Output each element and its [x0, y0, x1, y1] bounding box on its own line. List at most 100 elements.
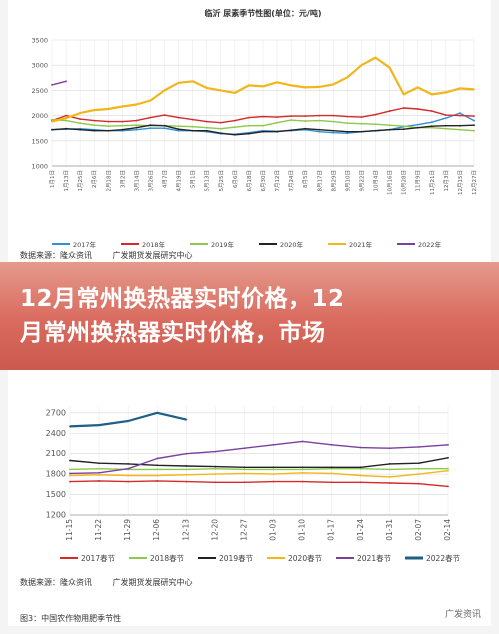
data-point-2021年: [262, 85, 264, 88]
x-tick-label: 6月30日: [260, 170, 267, 192]
data-point-2022春节: [156, 411, 159, 414]
chart-title: 临沂 尿素季节性图(单位：元/吨): [204, 8, 321, 18]
data-point-2021年: [93, 109, 96, 111]
x-tick-label: 01-31: [385, 519, 394, 541]
x-tick-label: 9月22日: [358, 170, 365, 192]
data-point-2020年: [163, 124, 166, 127]
data-point-2017春节: [330, 481, 333, 484]
data-point-2019年: [79, 122, 82, 125]
headline-banner: 12月常州换热器实时价格，12 月常州换热器实时价格，市场: [0, 262, 499, 370]
data-point-2020春节: [98, 473, 100, 476]
x-tick-label: 12-13: [181, 519, 190, 541]
data-point-2021春节: [69, 472, 71, 475]
data-point-2021年: [248, 84, 250, 87]
data-point-2019年: [262, 124, 264, 127]
data-point-2020春节: [418, 473, 420, 476]
data-point-2021年: [163, 89, 166, 92]
data-point-2019春节: [69, 459, 71, 462]
data-point-2021春节: [214, 450, 217, 453]
data-point-2019年: [177, 125, 180, 128]
data-point-2017春节: [447, 485, 449, 488]
data-point-2019年: [473, 129, 475, 132]
data-point-2020年: [219, 132, 222, 135]
data-point-2020年: [262, 130, 264, 133]
x-tick-label: 10月16日: [387, 170, 394, 195]
x-tick-label: 12-27: [239, 519, 248, 541]
data-point-2020年: [430, 125, 433, 128]
data-point-2017春节: [418, 482, 420, 485]
data-point-2017年: [430, 121, 433, 124]
data-point-2019年: [402, 125, 405, 128]
data-point-2020年: [121, 128, 124, 131]
x-tick-label: 1月1日: [49, 170, 56, 188]
data-point-2019年: [388, 124, 391, 127]
data-point-2019年: [121, 124, 124, 127]
data-point-2018年: [402, 107, 405, 109]
data-point-2019年: [459, 128, 461, 131]
chart-bottom-svg: 1200 1500 1800 2100 2400 2700 11-15 11-22 11-29 1…: [46, 406, 461, 563]
data-point-2018春节: [98, 467, 100, 470]
data-point-2021春节: [418, 445, 420, 448]
data-point-2020年: [416, 126, 419, 129]
data-point-2018年: [459, 114, 461, 117]
data-point-2018年: [79, 118, 82, 121]
data-point-2018年: [332, 114, 335, 117]
data-point-2017春节: [272, 480, 275, 483]
data-point-2017春节: [388, 482, 391, 484]
data-point-2017春节: [98, 480, 100, 482]
data-point-2019年: [332, 120, 335, 123]
data-point-2017春节: [301, 480, 304, 483]
data-point-2019年: [191, 125, 194, 128]
data-point-2020年: [276, 130, 278, 133]
data-point-2018年: [318, 114, 321, 117]
legend-label-2022年: 2022年: [418, 240, 442, 249]
data-point-2018春节: [418, 467, 420, 470]
data-point-2021春节: [156, 457, 159, 460]
data-point-2018年: [149, 116, 152, 119]
series-line-2020春节: [69, 470, 449, 478]
bottom-source-1: 数据来源：隆众资讯: [20, 578, 92, 587]
data-point-2018年: [107, 120, 110, 123]
data-point-2018年: [191, 118, 194, 121]
data-point-2022年: [51, 83, 53, 86]
data-point-2019春节: [301, 466, 304, 469]
data-point-2019年: [290, 119, 293, 122]
data-point-2017春节: [127, 480, 130, 483]
data-point-2018春节: [359, 467, 362, 470]
data-point-2018春节: [272, 468, 275, 471]
data-point-2018年: [262, 115, 264, 118]
top-source-2: 广发期货发展研究中心: [112, 251, 193, 260]
data-point-2018年: [290, 115, 293, 118]
data-point-2019春节: [156, 464, 159, 467]
y-tick-label: 2500: [31, 87, 48, 95]
x-tick-label: 12月27日: [471, 170, 478, 195]
data-point-2018年: [276, 116, 278, 119]
x-tick-label: 01-17: [327, 519, 336, 541]
x-tick-label: 6月18日: [246, 170, 253, 192]
x-tick-label: 10月28日: [401, 170, 408, 195]
data-point-2020年: [318, 128, 321, 131]
x-tick-label: 5月13日: [204, 170, 211, 192]
data-point-2020春节: [388, 475, 391, 478]
x-tick-label: 1月25日: [77, 170, 84, 192]
bottom-chart-panel: 1200 1500 1800 2100 2400 2700 11-15 11-22 11-29 1…: [8, 370, 491, 626]
data-point-2018年: [430, 110, 433, 112]
data-point-2022春节: [127, 420, 130, 422]
series-line-2022年: [51, 80, 67, 86]
data-point-2020年: [107, 129, 110, 132]
data-point-2020春节: [127, 474, 130, 477]
data-point-2019年: [444, 127, 447, 130]
data-point-2020年: [304, 127, 307, 130]
data-point-2018年: [65, 114, 67, 117]
data-point-2017年: [346, 132, 349, 135]
data-point-2018年: [205, 120, 208, 123]
data-point-2019春节: [388, 463, 391, 465]
x-tick-label: 3月14日: [133, 170, 140, 192]
data-point-2018年: [233, 119, 236, 122]
data-point-2019年: [318, 119, 321, 122]
data-point-2019春节: [359, 466, 362, 469]
data-point-2020年: [233, 133, 236, 136]
legend-label-2017年: 2017年: [73, 240, 97, 249]
data-point-2020年: [51, 128, 53, 131]
data-point-2021年: [346, 76, 349, 79]
